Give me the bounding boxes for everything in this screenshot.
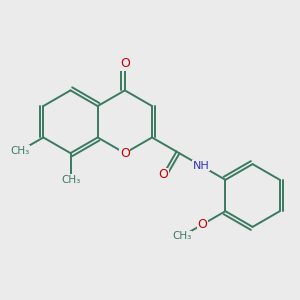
Text: O: O xyxy=(197,218,207,231)
Text: O: O xyxy=(120,147,130,160)
Text: NH: NH xyxy=(193,161,209,171)
Text: CH₃: CH₃ xyxy=(61,175,80,185)
Text: CH₃: CH₃ xyxy=(172,231,192,241)
Text: CH₃: CH₃ xyxy=(11,146,30,156)
Text: O: O xyxy=(158,168,168,181)
Text: O: O xyxy=(120,57,130,70)
